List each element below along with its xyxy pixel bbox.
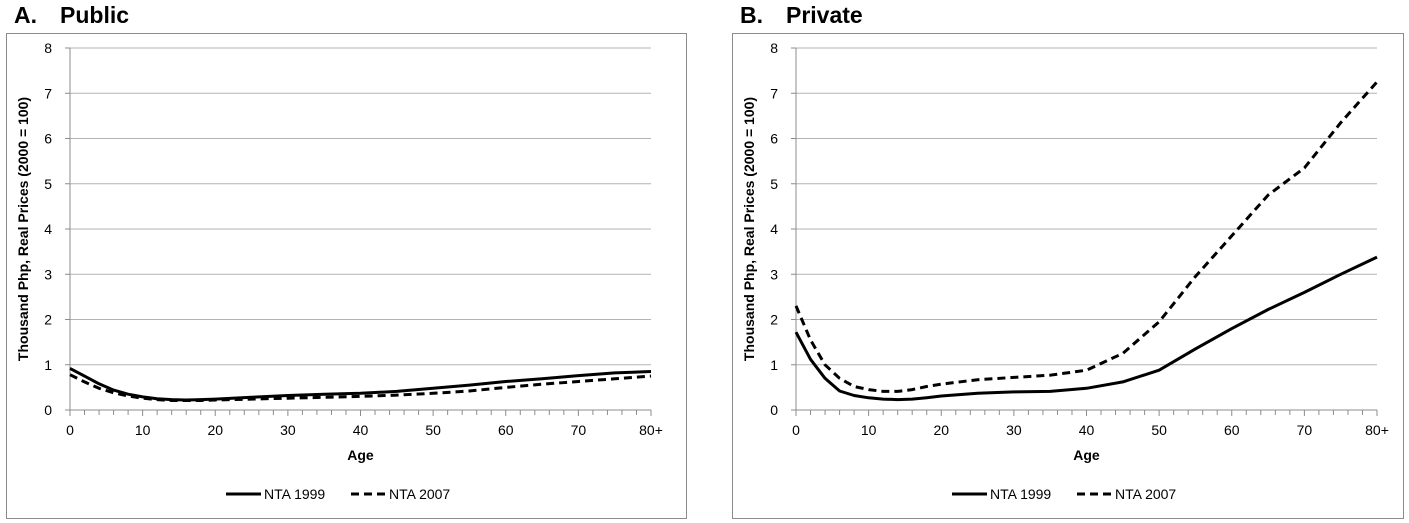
public-line-chart: 0 1 2 3 4 5 6 7 8 0 10 20 30 40 50 60 70 80+ Age Thousand P… bbox=[15, 40, 663, 502]
y-tick-label: 8 bbox=[44, 40, 52, 56]
x-tick-label: 20 bbox=[933, 422, 949, 438]
panel-b-letter: B. bbox=[740, 2, 763, 28]
y-tick-label: 4 bbox=[770, 221, 778, 237]
x-tick-label: 20 bbox=[207, 422, 223, 438]
x-tick-label: 80+ bbox=[1365, 422, 1389, 438]
x-tick-label: 50 bbox=[425, 422, 441, 438]
y-axis-title: Thousand Php, Real Prices (2000 = 100) bbox=[741, 97, 757, 361]
legend-label: NTA 1999 bbox=[264, 486, 325, 502]
y-tick-label: 0 bbox=[770, 402, 778, 418]
x-tick-label: 30 bbox=[1006, 422, 1022, 438]
y-tick-label: 8 bbox=[770, 40, 778, 56]
series-line-nta-2007 bbox=[69, 373, 652, 402]
x-tick-label: 40 bbox=[1079, 422, 1095, 438]
x-tick-label: 0 bbox=[66, 422, 74, 438]
y-tick-label: 2 bbox=[770, 312, 778, 328]
y-tick-label: 0 bbox=[44, 402, 52, 418]
panel-b-name: Private bbox=[786, 2, 863, 28]
panel-b-frame bbox=[732, 33, 1404, 519]
series-line-nta-1999 bbox=[69, 367, 652, 402]
x-tick-label: 50 bbox=[1151, 422, 1167, 438]
y-tick-label: 2 bbox=[44, 312, 52, 328]
panel-b-title: B. Private bbox=[740, 0, 863, 30]
x-tick-label: 80+ bbox=[639, 422, 663, 438]
y-tick-label: 5 bbox=[770, 176, 778, 192]
x-tick-label: 30 bbox=[280, 422, 296, 438]
y-tick-label: 7 bbox=[44, 85, 52, 101]
legend-label: NTA 2007 bbox=[1115, 486, 1176, 502]
panel-a-title: A. Public bbox=[14, 0, 129, 30]
x-tick-label: 10 bbox=[861, 422, 877, 438]
x-axis-title: Age bbox=[347, 447, 374, 463]
x-tick-label: 60 bbox=[1224, 422, 1240, 438]
panel-a-frame bbox=[6, 33, 687, 519]
y-tick-label: 7 bbox=[770, 85, 778, 101]
x-tick-label: 10 bbox=[135, 422, 151, 438]
legend-label: NTA 2007 bbox=[389, 486, 450, 502]
x-tick-label: 60 bbox=[498, 422, 514, 438]
x-axis-title: Age bbox=[1073, 447, 1100, 463]
private-line-chart: 0 1 2 3 4 5 6 7 8 0 10 20 30 40 50 60 70 80+ Age Thousand P… bbox=[741, 40, 1389, 502]
x-tick-label: 0 bbox=[792, 422, 800, 438]
x-tick-label: 70 bbox=[571, 422, 587, 438]
y-tick-label: 3 bbox=[770, 266, 778, 282]
series-line-nta-1999 bbox=[794, 255, 1378, 402]
x-tick-label: 40 bbox=[353, 422, 369, 438]
legend-label: NTA 1999 bbox=[990, 486, 1051, 502]
y-tick-label: 4 bbox=[44, 221, 52, 237]
y-axis-title: Thousand Php, Real Prices (2000 = 100) bbox=[15, 97, 31, 361]
y-tick-label: 6 bbox=[770, 131, 778, 147]
y-tick-label: 1 bbox=[770, 357, 778, 373]
y-tick-label: 5 bbox=[44, 176, 52, 192]
y-tick-label: 3 bbox=[44, 266, 52, 282]
y-tick-label: 1 bbox=[44, 357, 52, 373]
series-line-nta-2007 bbox=[794, 80, 1379, 393]
panel-a-name: Public bbox=[60, 2, 130, 28]
y-tick-label: 6 bbox=[44, 131, 52, 147]
panel-a-letter: A. bbox=[14, 2, 37, 28]
x-tick-label: 70 bbox=[1297, 422, 1313, 438]
